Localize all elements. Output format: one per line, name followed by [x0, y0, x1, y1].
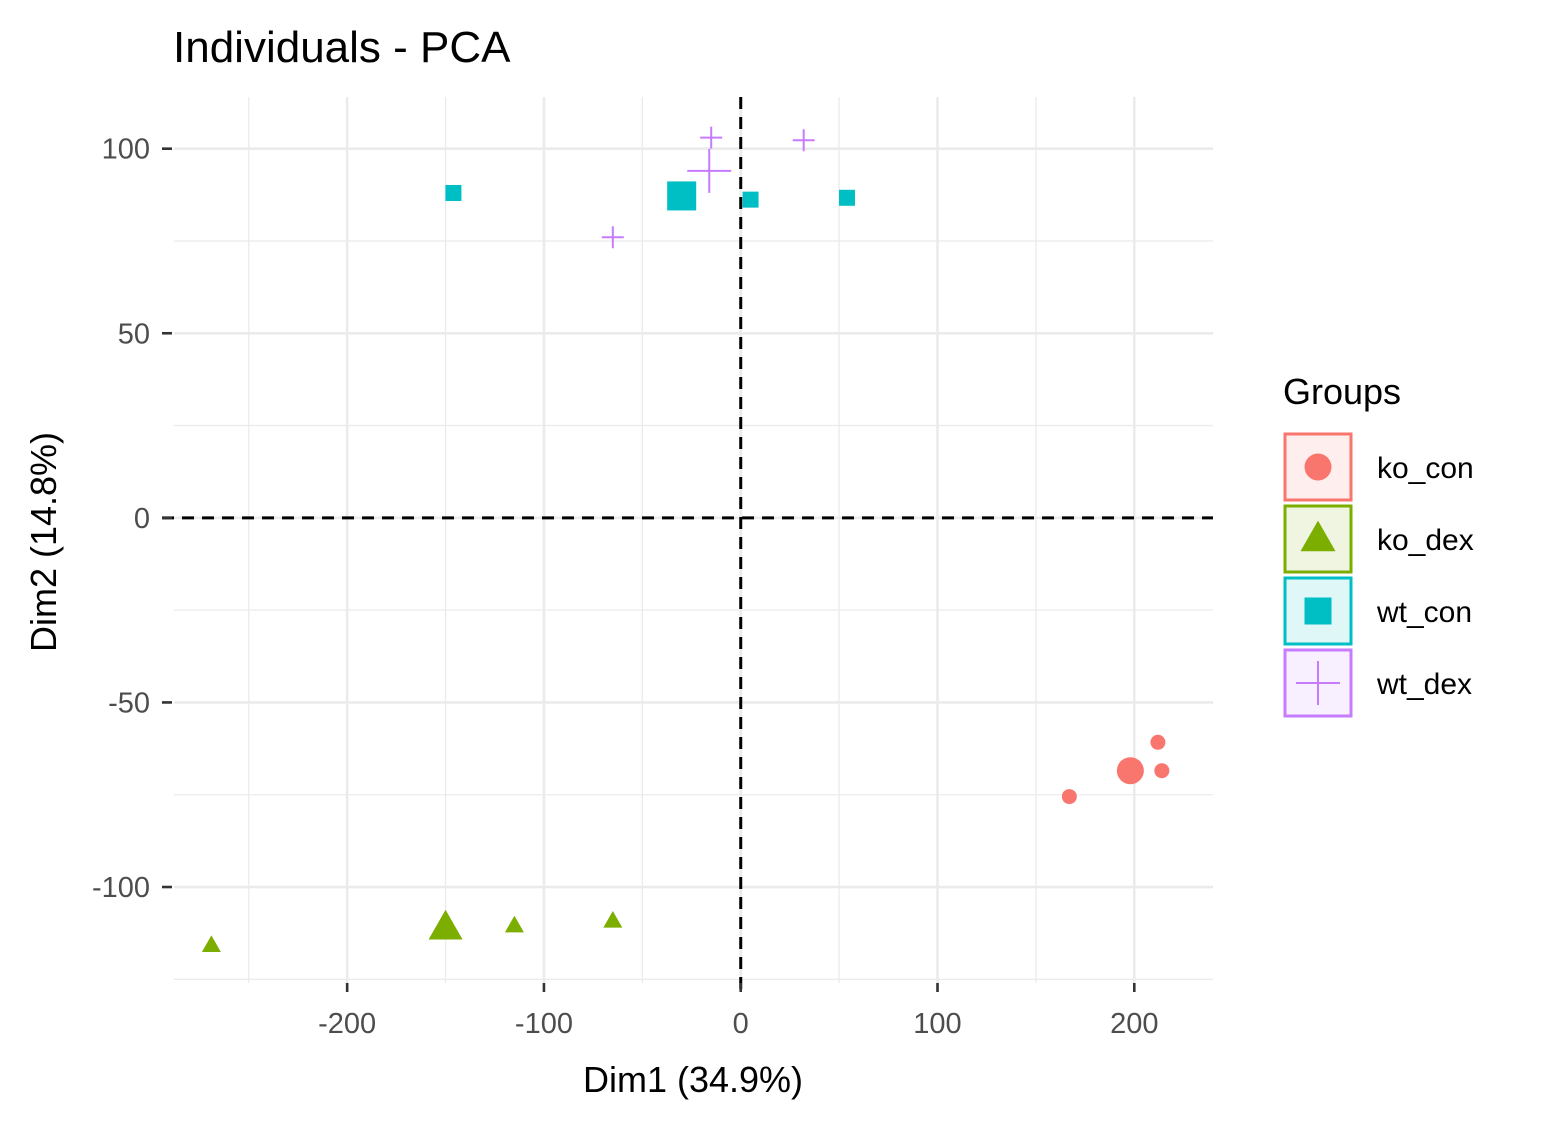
x-tick-label: 0 [733, 1008, 749, 1040]
data-point [742, 191, 759, 208]
y-axis-label: Dim2 (14.8%) [23, 432, 64, 652]
legend-symbol [1300, 520, 1336, 552]
data-point [792, 129, 815, 152]
reference-lines [162, 97, 1213, 993]
axes: -200 -100 0 100 200 -100 -50 0 50 100 [92, 134, 1159, 1040]
data-point [1061, 789, 1077, 805]
data-point [504, 915, 524, 933]
series-wt_con [445, 181, 855, 211]
y-tick-label: 100 [102, 134, 150, 166]
legend-item-wt_con: wt_con [1283, 576, 1472, 646]
x-tick-label: -100 [515, 1008, 573, 1040]
legend-symbol [1296, 661, 1340, 705]
group-mean-point [687, 148, 732, 193]
legend-item-wt_dex: wt_dex [1283, 648, 1472, 718]
legend: Groups ko_con ko_dex wt_con wt_dex [1283, 371, 1474, 718]
y-tick-label: -50 [108, 687, 150, 719]
series-ko_dex [201, 909, 623, 952]
y-tick-label: -100 [92, 872, 150, 904]
legend-items: ko_con ko_dex wt_con wt_dex [1283, 432, 1474, 718]
data-point [601, 226, 624, 249]
x-tick-label: 100 [913, 1008, 961, 1040]
legend-item-ko_con: ko_con [1283, 432, 1474, 502]
x-tick-label: 200 [1110, 1008, 1158, 1040]
group-mean-point [667, 181, 697, 211]
group-mean-point [428, 909, 463, 940]
data-points [201, 126, 1170, 952]
x-axis-label: Dim1 (34.9%) [583, 1059, 803, 1100]
series-ko_con [1061, 734, 1170, 805]
chart-title: Individuals - PCA [173, 23, 511, 72]
y-tick-label: 0 [134, 503, 150, 535]
legend-symbol [1304, 597, 1332, 625]
data-point [700, 126, 723, 149]
series-wt_dex [601, 126, 815, 249]
legend-item-ko_dex: ko_dex [1283, 504, 1474, 574]
legend-label: ko_con [1377, 452, 1474, 485]
data-point [445, 184, 462, 201]
data-point [838, 189, 855, 206]
data-point [603, 911, 623, 928]
y-tick-label: 50 [118, 318, 150, 350]
data-point [201, 935, 221, 952]
data-point [1150, 734, 1166, 750]
x-tick-label: -200 [318, 1008, 376, 1040]
legend-title: Groups [1283, 371, 1401, 412]
legend-symbol [1304, 453, 1332, 481]
legend-label: ko_dex [1377, 524, 1474, 557]
grid-layer [174, 97, 1213, 983]
legend-label: wt_con [1376, 596, 1472, 629]
group-mean-point [1116, 757, 1144, 785]
legend-label: wt_dex [1376, 668, 1472, 701]
data-point [1154, 763, 1170, 779]
